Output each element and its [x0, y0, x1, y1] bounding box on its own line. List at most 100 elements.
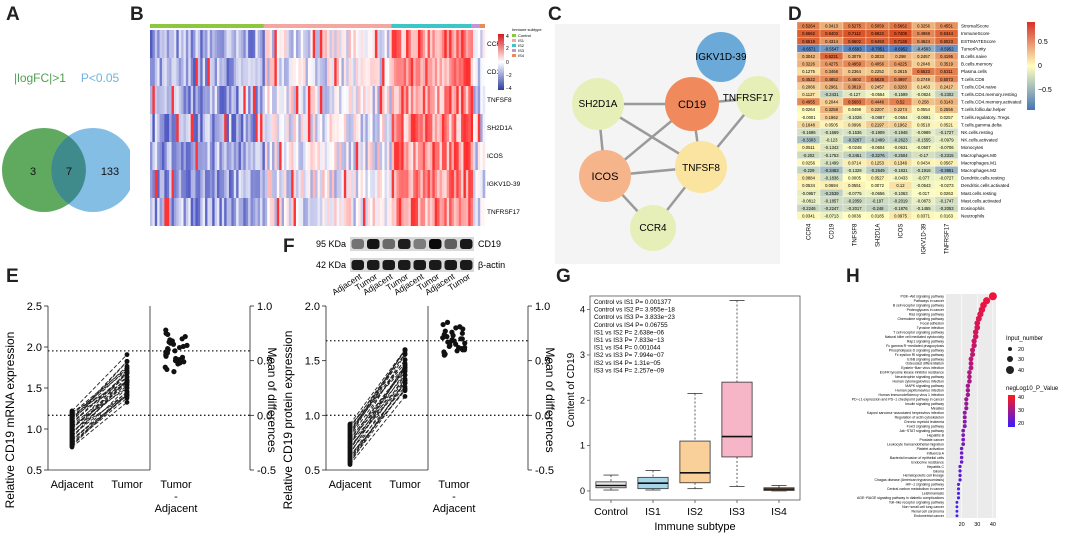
corr-cell-value: -0.2053	[939, 206, 954, 211]
corr-cell-value: 0.6403	[825, 31, 838, 36]
y-tick-label: 2.0	[305, 301, 320, 313]
heatmap-cell	[212, 142, 215, 170]
western-blot: 95 KDa 42 KDa CD19 β-actin Adjacent Tumor…	[316, 234, 516, 310]
heatmap-cell	[248, 86, 251, 114]
corr-cell-value: 0.1127	[802, 92, 815, 97]
corr-row-label: Mast.cells.resting	[961, 191, 997, 196]
term-label: Ras signaling pathway	[909, 312, 944, 316]
heatmap-cell	[322, 58, 325, 86]
enrichment-dot	[958, 473, 962, 478]
corr-cell-value: -0.0812	[801, 198, 816, 203]
heatmap-cell	[176, 142, 180, 170]
heatmap-cell	[343, 114, 347, 142]
corr-cell-value: -0.1831	[893, 168, 908, 173]
corr-cell-value: 0.2417	[940, 84, 953, 89]
tumor-point	[402, 347, 408, 353]
heatmap-cell	[465, 30, 469, 58]
heatmap-cell	[434, 170, 438, 198]
corr-cell-value: -0.1328	[847, 168, 862, 173]
corr-row-label: ESTIMATEScore	[961, 39, 996, 44]
enrichment-dot	[959, 455, 964, 460]
size-legend-label: 30	[1018, 357, 1024, 363]
enrichment-dot	[958, 478, 962, 482]
heatmap-cell	[372, 86, 376, 114]
corr-cell-value: -0.077	[918, 176, 931, 181]
term-label: Non−small cell lung cancer	[902, 505, 945, 509]
heatmap-cell	[425, 30, 428, 58]
heatmap-cell	[228, 114, 232, 142]
corr-cell-value: -0.1499	[824, 160, 839, 165]
heatmap-cell	[171, 86, 175, 114]
heatmap-cell	[166, 198, 170, 226]
heatmap-cell	[243, 30, 247, 58]
corr-cell-value: 0.1962	[894, 122, 907, 127]
heatmap-cell	[422, 58, 426, 86]
heatmap-cell	[343, 30, 347, 58]
corr-cell-value: 0.0534	[802, 183, 815, 188]
cd19-band	[351, 239, 364, 249]
heatmap-cell	[264, 198, 268, 226]
heatmap-cell	[233, 86, 237, 114]
heatmap-cell	[374, 142, 378, 170]
corr-row-label: Dendritic.cells.resting	[961, 176, 1005, 181]
heatmap-cell	[248, 142, 251, 170]
heatmap-cell	[418, 86, 421, 114]
heatmap-cell	[305, 198, 309, 226]
enrichment-dot	[968, 361, 974, 366]
corr-cell-value: -0.3463	[824, 168, 839, 173]
corr-cell-value: 0.4522	[802, 77, 815, 82]
heatmap-cell	[185, 114, 189, 142]
corr-col-label: CCR4	[807, 223, 813, 240]
enrichment-dot	[967, 379, 972, 384]
corr-row-label: T.cells.gamma.delta	[961, 122, 1002, 127]
heatmap-cell	[202, 170, 206, 198]
x-tick-label: Control	[594, 506, 628, 518]
heatmap-cell	[295, 170, 299, 198]
heatmap-cell	[262, 170, 266, 198]
heatmap-cell	[384, 58, 388, 86]
heatmap-cell	[250, 86, 254, 114]
corr-cell-value: 0.5662	[894, 24, 907, 29]
heatmap-cell	[224, 198, 227, 226]
corr-cell-value: -0.0631	[893, 145, 908, 150]
heatmap-cell	[183, 198, 187, 226]
heatmap-cell	[470, 198, 474, 226]
heatmap-cell	[415, 30, 419, 58]
heatmap-cell	[441, 170, 445, 198]
heatmap-cell	[260, 30, 263, 58]
heatmap-cell	[384, 142, 388, 170]
heatmap-cell	[178, 30, 182, 58]
enrichment-dot	[956, 491, 961, 495]
heatmap-cell	[418, 30, 421, 58]
heatmap-cell	[176, 198, 180, 226]
heatmap-cell	[353, 114, 357, 142]
heatmap-cell	[394, 58, 397, 86]
corr-cell-value: 0.7136	[894, 39, 907, 44]
adjacent-point	[347, 433, 353, 439]
plot-panel	[946, 294, 996, 518]
heatmap-cell	[161, 170, 165, 198]
enrichment-dot	[967, 374, 972, 380]
heatmap-cell	[226, 86, 230, 114]
heatmap-cell	[236, 142, 239, 170]
heatmap-cell	[427, 114, 431, 142]
heatmap-cell	[193, 114, 196, 142]
corr-cell-value: 0.5264	[802, 24, 815, 29]
pair-line	[349, 378, 406, 444]
heatmap-cell	[305, 30, 309, 58]
heatmap-cell	[343, 198, 347, 226]
heatmap-cell	[446, 58, 450, 86]
heatmap-cell	[197, 198, 201, 226]
heatmap-cell	[240, 114, 244, 142]
heatmap-cell	[389, 58, 392, 86]
heatmap-cell	[238, 198, 242, 226]
heatmap-cell	[398, 142, 402, 170]
heatmap-cell	[437, 198, 440, 226]
heatmap-cell	[272, 114, 275, 142]
pair-line	[349, 386, 406, 452]
corr-cell-value: 0.3819	[848, 84, 861, 89]
heatmap-cell	[470, 30, 474, 58]
heatmap-cell	[288, 114, 292, 142]
size-legend-title: Input_number	[1006, 336, 1043, 342]
heatmap-cell	[355, 198, 359, 226]
